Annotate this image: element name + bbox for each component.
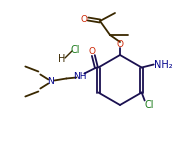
Text: Cl: Cl xyxy=(70,45,80,55)
Text: O: O xyxy=(116,40,123,49)
Text: O: O xyxy=(81,15,88,24)
Text: Cl: Cl xyxy=(145,100,154,111)
Text: N: N xyxy=(47,77,54,86)
Text: NH: NH xyxy=(74,72,87,81)
Text: O: O xyxy=(89,47,96,56)
Text: NH₂: NH₂ xyxy=(154,60,173,69)
Text: H: H xyxy=(58,54,66,64)
